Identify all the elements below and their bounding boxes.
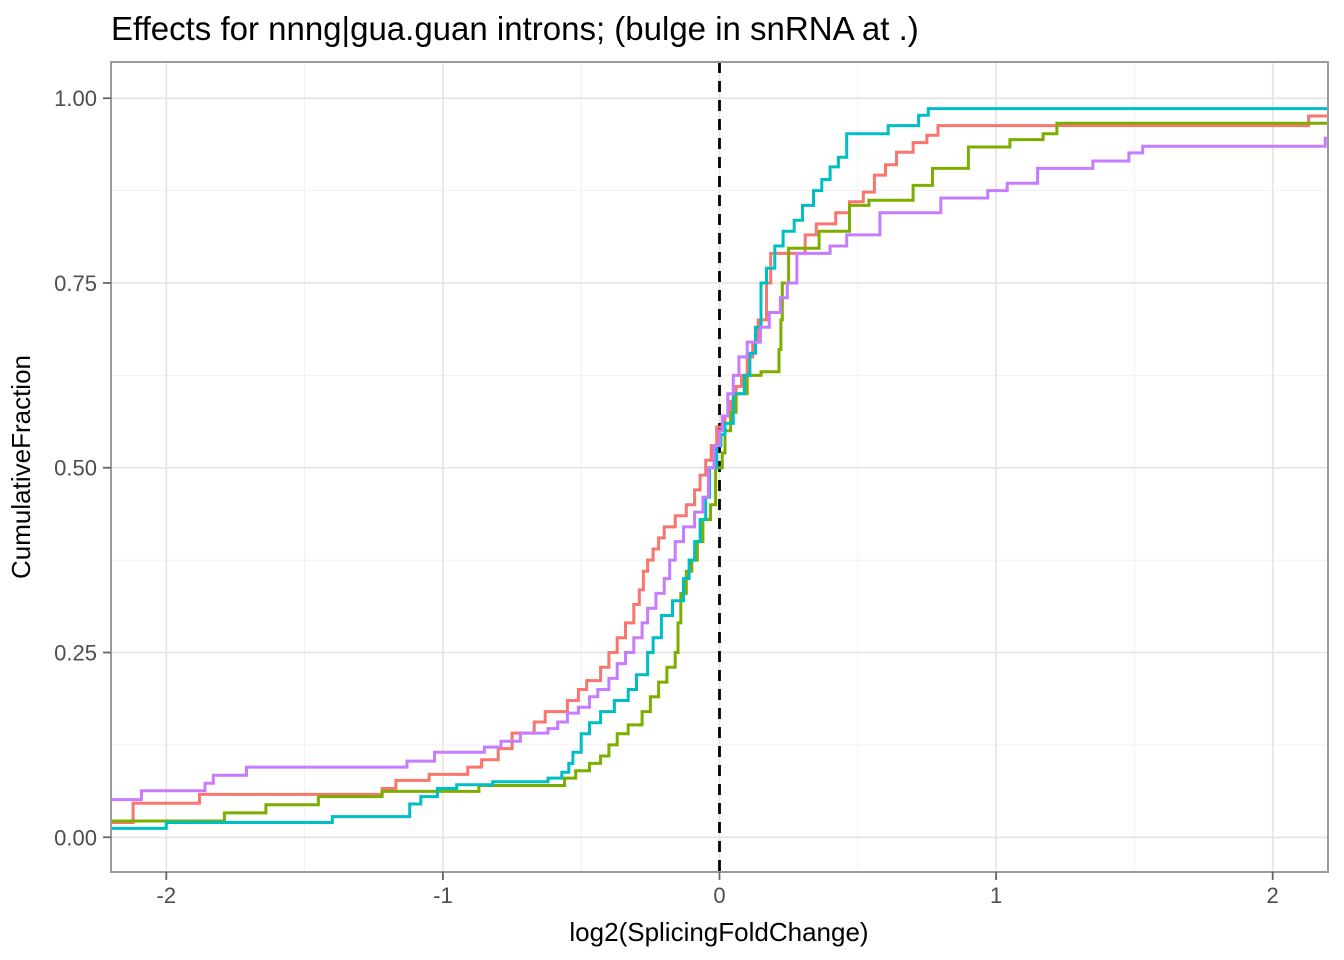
axis-tick-labels: -2 -1 0 1 2 0.00 0.25 0.50 0.75 1.00 (54, 86, 1279, 908)
y-axis-title: CumulativeFraction (6, 355, 36, 579)
y-tick-label: 0.75 (54, 271, 97, 296)
plot-title: Effects for nnng|gua.guan introns; (bulg… (111, 10, 919, 47)
axis-ticks (103, 97, 1274, 880)
x-tick-label: 1 (990, 883, 1002, 908)
y-tick-label: 0.00 (54, 825, 97, 850)
x-tick-label: -1 (433, 883, 453, 908)
x-tick-label: 2 (1267, 883, 1279, 908)
y-tick-label: 0.50 (54, 456, 97, 481)
y-tick-label: 0.25 (54, 641, 97, 666)
x-axis-title: log2(SplicingFoldChange) (569, 917, 868, 947)
x-tick-label: -2 (157, 883, 177, 908)
series-group (111, 107, 1328, 830)
y-tick-label: 1.00 (54, 86, 97, 111)
purple-curve-line (111, 136, 1328, 802)
teal-curve-line (111, 107, 1328, 830)
x-tick-label: 0 (713, 883, 725, 908)
